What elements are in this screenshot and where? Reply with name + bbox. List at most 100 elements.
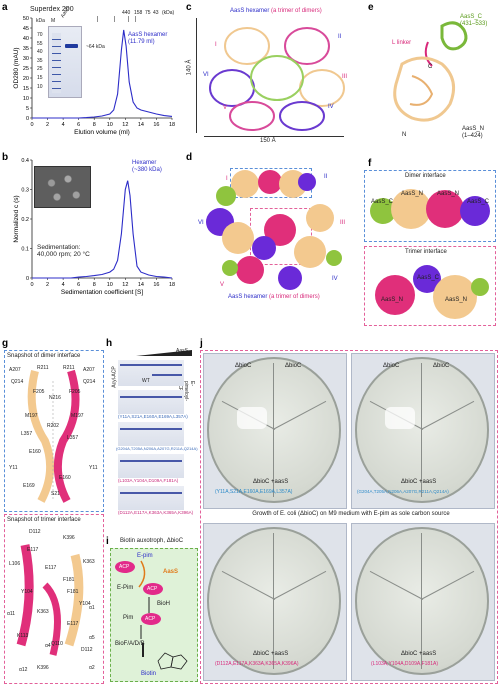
res-t-8: Y104 xyxy=(21,589,33,595)
hexamer-ribbon xyxy=(209,27,345,131)
aass-c-label: AasS_C (431–533) xyxy=(460,14,487,28)
y-tick-label: 0.4 xyxy=(21,158,29,164)
helix-6: α12 xyxy=(19,667,28,673)
i-arrows xyxy=(138,560,150,657)
plate-4-divider-h1 xyxy=(369,570,424,600)
plate-3 xyxy=(207,527,341,675)
panel-d: I II III IV V VI AasS hexamer (a trimer … xyxy=(190,158,360,308)
x-tick-label: 2 xyxy=(46,122,49,128)
i-acp-2-label: ACP xyxy=(147,586,158,592)
gel-marker-15: 15 xyxy=(37,74,43,81)
x-tick-label: 18 xyxy=(169,282,175,288)
n-terminus-label: N xyxy=(402,132,407,138)
res-d-15: Y11 xyxy=(9,465,18,471)
i-acp-2 xyxy=(143,583,163,595)
res-t-12: D112 xyxy=(81,647,93,653)
res-t-1: D112 xyxy=(29,529,41,535)
x-tick-label: 16 xyxy=(153,282,159,288)
x-tick-label: 6 xyxy=(77,282,80,288)
dim-vertical-line xyxy=(196,18,197,133)
helix-1: α1 xyxy=(89,605,95,611)
helix-3: α4 xyxy=(45,643,51,649)
h-blot-m3 xyxy=(118,454,184,478)
plate-1-divider-h2 xyxy=(272,400,327,430)
res-d-2: R211 xyxy=(37,365,49,371)
em-micrograph xyxy=(34,166,91,208)
i-e-pim-2: E-Pim xyxy=(117,585,134,591)
trimer-surface xyxy=(375,265,489,319)
aass-n-label: AasS_N (1–424) xyxy=(462,126,484,140)
panel-g-trimer: Snapshot of trimer interface D112 K396 E… xyxy=(4,514,104,684)
plate-1-growth xyxy=(237,407,267,429)
gel-marker-35: 35 xyxy=(37,57,43,64)
panel-label-j: j xyxy=(200,338,203,349)
gel-marker-10: 10 xyxy=(37,83,43,90)
y-tick-label: 0.3 xyxy=(21,188,29,194)
panel-label-f: f xyxy=(368,158,372,169)
l-linker-label: L linker xyxy=(392,40,412,46)
res-d-5: Q214 xyxy=(11,379,24,385)
roman-c-1: I xyxy=(215,42,217,48)
i-acp-3 xyxy=(141,613,161,625)
h-row-m1: (Y11A,S21A,E160A,E169A,L357A) xyxy=(118,414,188,419)
trimer-snapshot xyxy=(16,544,84,656)
sed-label-1: Sedimentation: xyxy=(37,244,81,251)
h-band-m1 xyxy=(120,396,182,398)
plate-4-bottom-text: ΔbioC +aasS xyxy=(401,651,437,657)
helix-2: α2 xyxy=(89,665,95,671)
x-tick-label: 12 xyxy=(122,122,128,128)
plate-2-divider-h2 xyxy=(420,400,475,430)
peak-label-a-1: AasS hexamer xyxy=(128,32,168,38)
plate-1-top-right: ΔbioC xyxy=(285,363,302,369)
panel-c-title-1: AasS hexamer xyxy=(230,8,270,14)
x-tick-label: 10 xyxy=(107,122,113,128)
plate-4-divider-h2 xyxy=(420,570,475,600)
h-blot-m1 xyxy=(118,390,184,414)
plate-3-divider-h1 xyxy=(221,570,276,600)
res-d-19: S21 xyxy=(51,491,60,497)
panel-b: 0 2 4 6 8 10 12 14 16 18 0 0.1 0.2 0.3 0.4 Sedimentatio… xyxy=(12,154,177,304)
x-tick-label: 18 xyxy=(169,122,175,128)
x-axis-label: Elution volume (ml) xyxy=(74,129,130,136)
i-pim: Pim xyxy=(123,615,134,621)
c-terminus-label: C xyxy=(428,64,433,70)
i-acp-1-label: ACP xyxy=(119,564,130,570)
panel-label-e: e xyxy=(368,2,374,13)
res-t-7: F181 xyxy=(63,577,75,583)
plate-2-top-right: ΔbioC xyxy=(433,363,450,369)
sed-label: Sedimentation: 40,000 rpm; 20 °C xyxy=(37,244,90,258)
panel-label-a: a xyxy=(2,2,8,13)
i-acp-1 xyxy=(115,561,135,573)
res-d-17: E160 xyxy=(59,475,71,481)
res-t-3: E117 xyxy=(27,547,39,553)
i-biof: BioF/A/D/B xyxy=(115,641,145,647)
res-t-5: E117 xyxy=(45,565,57,571)
plate-3-mutant: (D112A,E117A,K363A,K365A,K396A) xyxy=(215,661,299,667)
hexamer-surface xyxy=(206,170,342,290)
sed-label-2: 40,000 rpm; 20 °C xyxy=(37,251,90,258)
gel-marker-70: 70 xyxy=(37,32,43,38)
y-tick-label: 15 xyxy=(23,86,29,92)
roman-c-2: II xyxy=(338,34,342,40)
trimer-interface-title: Trimer interface xyxy=(405,249,447,255)
panel-label-c: c xyxy=(186,2,192,13)
x-axis-label: Sedimentation coefficient [S] xyxy=(61,289,143,296)
x-tick-label: 0 xyxy=(30,282,33,288)
y-tick-label: 0.1 xyxy=(21,247,29,253)
gel-kda-label: kDa xyxy=(36,18,45,24)
dimer-label-2: AasS_N xyxy=(401,191,424,197)
plate-1-top-left: ΔbioC xyxy=(235,363,252,369)
panel-c-title: AasS hexamer (a trimer of dimers) xyxy=(230,8,322,15)
roman-d-3: III xyxy=(340,220,346,226)
res-d-10: M197 xyxy=(25,413,38,419)
panel-d-caption-1: AasS hexamer xyxy=(228,294,268,300)
res-t-10: K363 xyxy=(37,609,49,615)
panel-label-g: g xyxy=(2,338,9,349)
plate-3-divider-v xyxy=(273,533,274,669)
y-tick-label: 45 xyxy=(23,26,29,32)
chart-b-svg: 0 2 4 6 8 10 12 14 16 18 0 0.1 0.2 0.3 0.4 Sedimentatio… xyxy=(13,158,175,296)
res-d-11: M197 xyxy=(71,413,84,419)
y-tick-label: 35 xyxy=(23,46,29,52)
y-tick-label: 25 xyxy=(23,66,29,72)
plate-3-bottom: ΔbioC +aasS xyxy=(253,651,288,658)
